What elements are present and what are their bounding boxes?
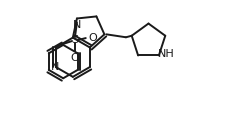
- Text: N: N: [73, 20, 81, 30]
- Text: S: S: [71, 35, 79, 45]
- Text: O: O: [88, 33, 97, 43]
- Text: O: O: [71, 53, 79, 63]
- Text: NH: NH: [158, 49, 175, 59]
- Text: N: N: [51, 62, 59, 72]
